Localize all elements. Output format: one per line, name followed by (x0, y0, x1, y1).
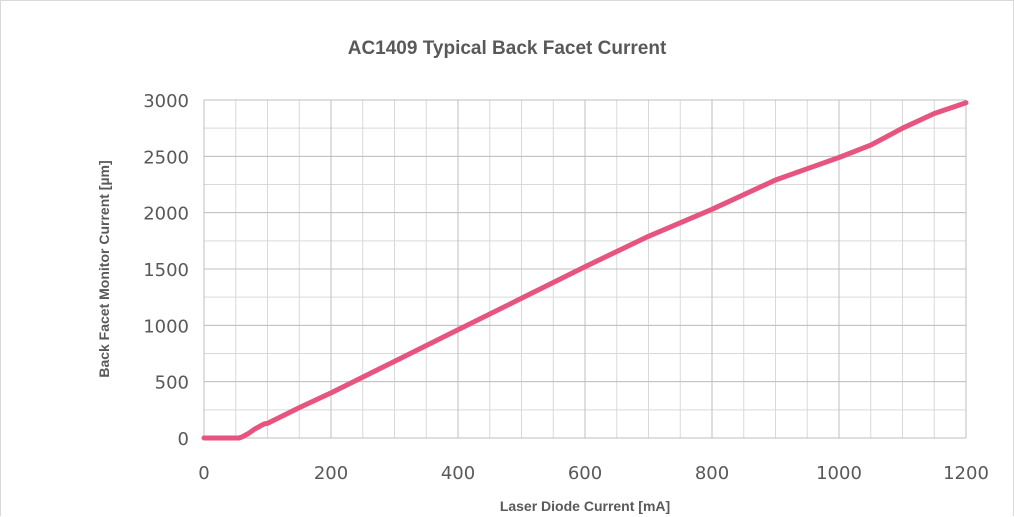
y-tick-label: 3000 (143, 91, 189, 112)
x-tick-label: 400 (441, 463, 475, 484)
y-tick-label: 1000 (143, 316, 189, 337)
chart-title: AC1409 Typical Back Facet Current (347, 38, 667, 59)
x-tick-label: 600 (568, 463, 602, 484)
x-axis-label: Laser Diode Current [mA] (500, 498, 670, 514)
x-tick-label: 200 (314, 463, 348, 484)
y-tick-label: 2500 (143, 147, 189, 168)
y-axis-label: Back Facet Monitor Current [µm] (96, 160, 112, 377)
y-tick-label: 0 (178, 429, 189, 450)
x-tick-label: 0 (198, 463, 209, 484)
y-tick-label: 500 (155, 373, 189, 394)
x-tick-label: 1200 (943, 463, 989, 484)
y-tick-label: 2000 (143, 204, 189, 225)
x-tick-label: 800 (695, 463, 729, 484)
y-tick-label: 1500 (143, 260, 189, 281)
series-line (201, 100, 969, 441)
x-tick-label: 1000 (816, 463, 862, 484)
